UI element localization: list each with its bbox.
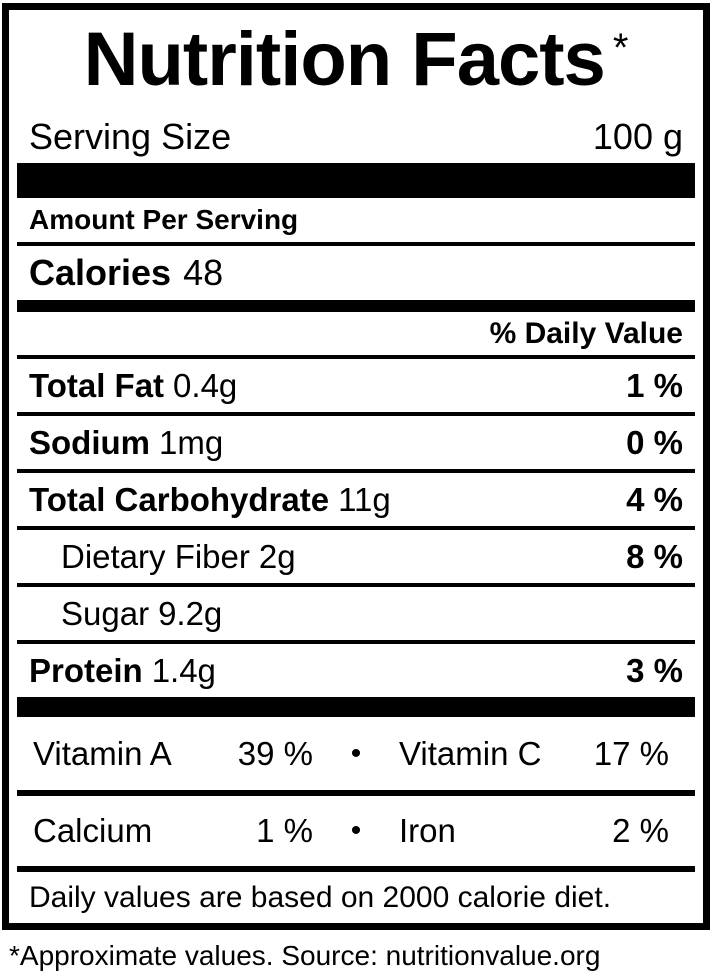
serving-size-row: Serving Size 100 g [9,110,703,163]
daily-values-note: Daily values are based on 2000 calorie d… [29,880,612,914]
nutrient-name: Protein [29,651,143,689]
nutrient-name-group: Protein 1.4g [29,652,216,690]
nutrient-name-group: Total Carbohydrate 11g [29,481,391,519]
title-asterisk: * [612,26,629,70]
rule [17,469,695,473]
calories-label: Calories [29,252,172,293]
calories-row: Calories 48 [9,246,703,300]
vitamin-c-label: Vitamin C [399,734,542,772]
nutrient-row-total-fat: Total Fat 0.4g 1 % [9,359,703,412]
nutrient-daily-value: 0 % [626,423,683,461]
rule [17,526,695,530]
label-title-text: Nutrition Facts [83,17,606,102]
title-row: Nutrition Facts * [9,10,703,110]
nutrient-row-protein: Protein 1.4g 3 % [9,644,703,697]
vitamin-a-label: Vitamin A [33,734,172,772]
source-footnote: *Approximate values. Source: nutritionva… [9,940,601,971]
nutrient-daily-value: 4 % [626,480,683,518]
nutrient-amount: 9.2g [158,594,223,632]
nutrient-name-group: Total Fat 0.4g [29,367,237,405]
calories-group: Calories 48 [29,252,223,294]
section-bar-top [17,163,695,198]
rule [17,790,695,796]
nutrient-name: Sugar [61,594,150,632]
nutrient-row-sugar: Sugar 9.2g [9,587,703,640]
vitamin-c-group: Vitamin C 17 % [399,735,669,773]
bullet-separator: • [350,736,362,770]
nutrient-amount: 1mg [159,423,224,461]
nutrient-name: Sodium [29,423,150,461]
nutrient-daily-value: 1 % [626,366,683,404]
nutrient-row-sodium: Sodium 1mg 0 % [9,416,703,469]
nutrient-name-group: Sugar 9.2g [29,595,222,633]
nutrient-amount: 11g [338,480,391,518]
nutrition-label: Nutrition Facts * Serving Size 100 g Amou… [2,3,710,930]
iron-value: 2 % [612,812,669,849]
daily-values-note-row: Daily values are based on 2000 calorie d… [9,872,703,923]
amount-per-serving-row: Amount Per Serving [9,198,703,242]
nutrient-name: Total Carbohydrate [29,480,330,518]
rule [17,866,695,872]
rule [17,355,695,359]
rule [17,242,695,246]
nutrient-name-group: Dietary Fiber 2g [29,538,296,576]
calcium-label: Calcium [33,812,153,849]
rule [17,412,695,416]
rule [17,583,695,587]
nutrient-name: Total Fat [29,366,165,404]
nutrient-amount: 2g [258,537,296,575]
minerals-row: Calcium 1 % • Iron 2 % [9,796,703,866]
nutrient-daily-value: 3 % [626,651,683,689]
vitamin-a-value: 39 % [237,734,313,772]
vitamins-row: Vitamin A 39 % • Vitamin C 17 % [9,717,703,790]
nutrient-row-dietary-fiber: Dietary Fiber 2g 8 % [9,530,703,583]
vitamin-c-value: 17 % [593,734,669,772]
section-bar-calories [17,300,695,312]
daily-value-header: % Daily Value [489,316,683,350]
bullet-separator: • [350,814,362,847]
nutrient-amount: 1.4g [151,651,216,689]
label-title: Nutrition Facts * [84,22,629,98]
iron-label: Iron [399,812,456,849]
amount-per-serving-label: Amount Per Serving [29,204,299,235]
vitamin-a-group: Vitamin A 39 % [33,735,313,773]
calories-value: 48 [183,252,224,293]
serving-size-value: 100 g [592,115,683,157]
nutrient-amount: 0.4g [173,366,238,404]
nutrient-name: Dietary Fiber [61,537,250,575]
serving-size-label: Serving Size [29,115,232,157]
section-bar-protein [17,697,695,717]
nutrient-daily-value: 8 % [626,537,683,575]
iron-group: Iron 2 % [399,812,669,850]
calcium-value: 1 % [256,812,313,849]
daily-value-header-row: % Daily Value [9,312,703,355]
nutrient-row-total-carbohydrate: Total Carbohydrate 11g 4 % [9,473,703,526]
nutrient-name-group: Sodium 1mg [29,424,223,462]
calcium-group: Calcium 1 % [33,812,313,850]
rule [17,640,695,644]
